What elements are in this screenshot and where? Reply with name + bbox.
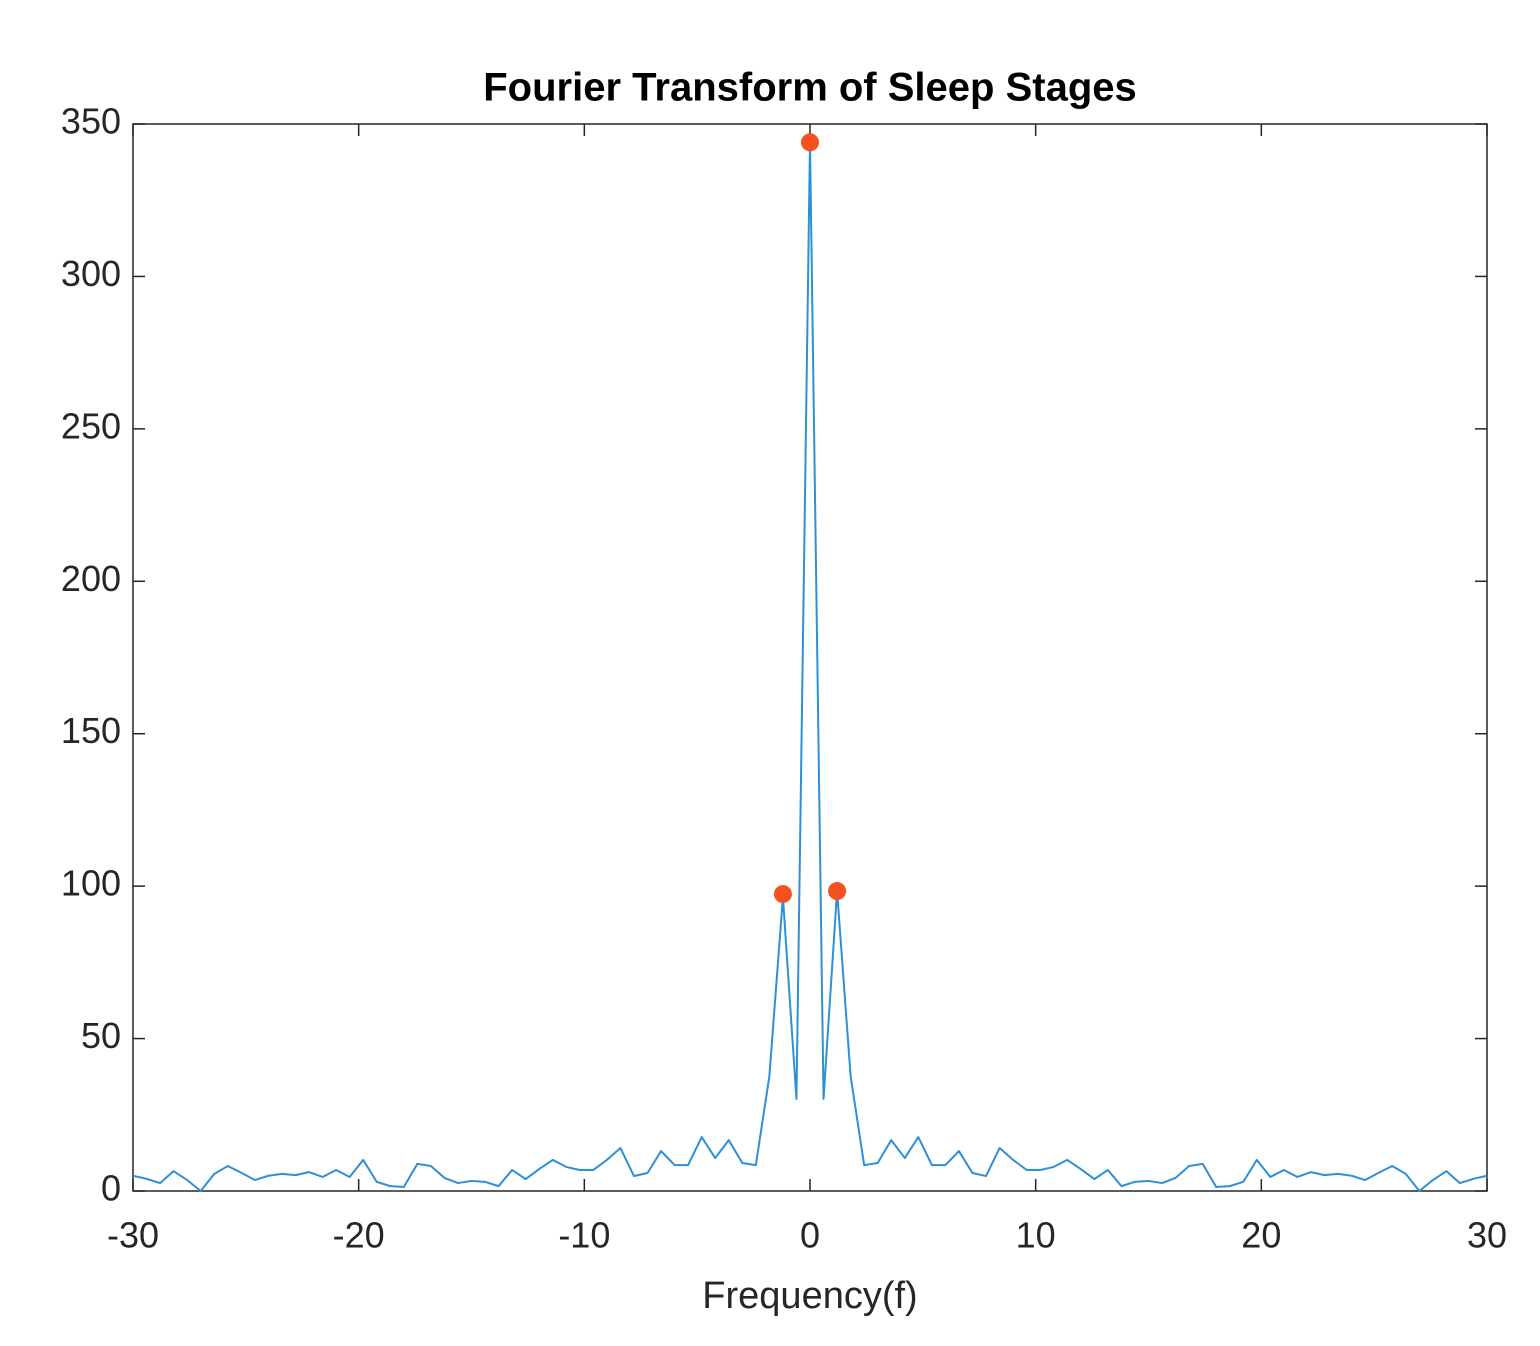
y-tick-label: 0 <box>101 1168 121 1209</box>
y-tick-label: 250 <box>61 405 121 446</box>
y-tick-label: 200 <box>61 558 121 599</box>
peak-marker <box>801 133 819 152</box>
peak-marker <box>773 885 792 904</box>
y-tick-label: 350 <box>61 101 121 142</box>
x-tick-label: 20 <box>1241 1215 1281 1256</box>
y-tick-label: 150 <box>61 710 121 751</box>
peak-marker <box>828 882 847 901</box>
chart-title: Fourier Transform of Sleep Stages <box>483 66 1137 110</box>
x-tick-label: -30 <box>107 1215 159 1256</box>
y-tick-label: 300 <box>61 253 121 294</box>
x-tick-label: 10 <box>1016 1215 1056 1256</box>
y-tick-label: 50 <box>81 1015 121 1056</box>
y-tick-label: 100 <box>61 863 121 904</box>
x-tick-label: 0 <box>800 1215 820 1256</box>
x-tick-label: -10 <box>558 1215 610 1256</box>
x-tick-label: 30 <box>1467 1215 1507 1256</box>
x-axis-label: Frequency(f) <box>702 1275 917 1317</box>
x-tick-label: -20 <box>333 1215 385 1256</box>
